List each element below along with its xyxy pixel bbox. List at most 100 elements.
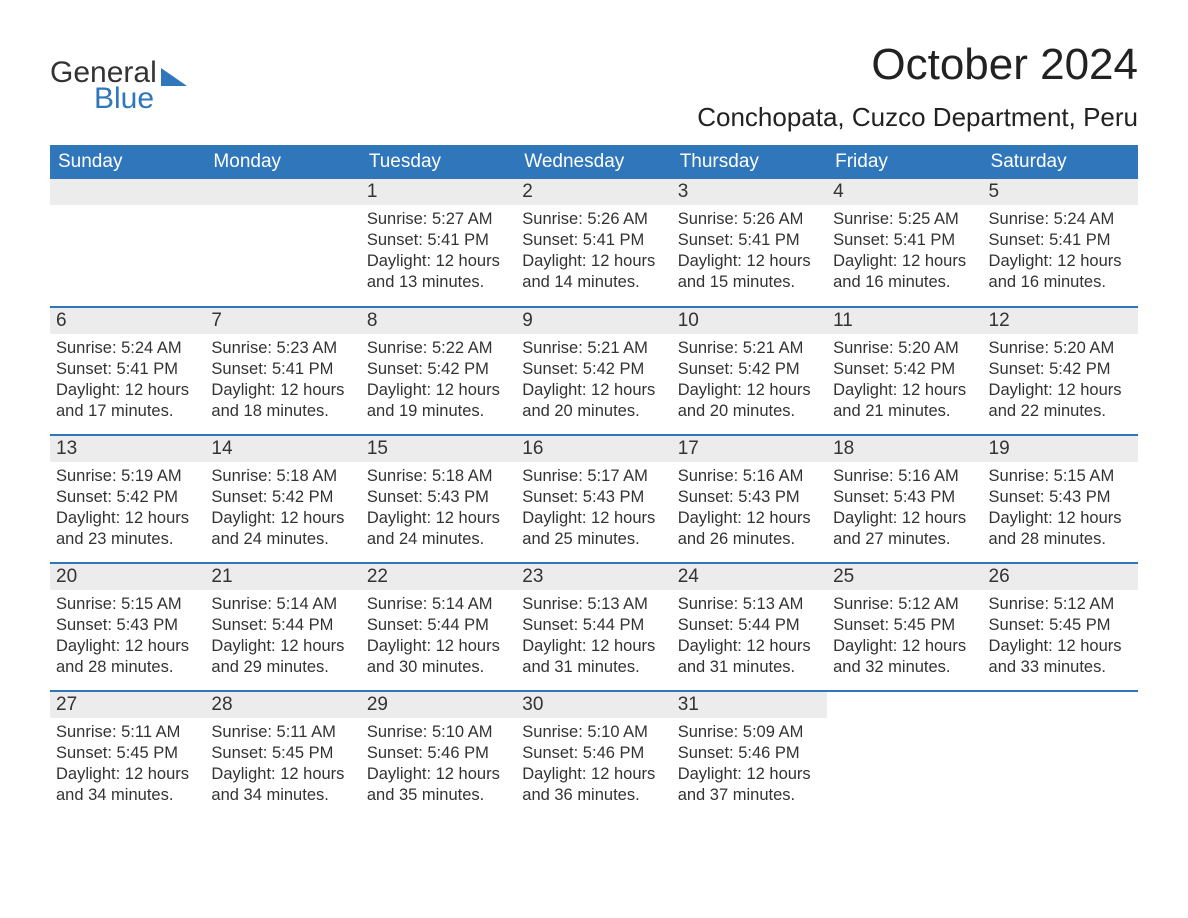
daylight-line: Daylight: 12 hours and 32 minutes. [833, 636, 976, 678]
sunrise-line: Sunrise: 5:20 AM [989, 338, 1132, 359]
brand-line2: Blue [94, 84, 187, 114]
day-number: 2 [516, 179, 671, 205]
daylight-line: Daylight: 12 hours and 20 minutes. [678, 380, 821, 422]
day-header: Monday [205, 145, 360, 179]
daylight-line: Daylight: 12 hours and 35 minutes. [367, 764, 510, 806]
daylight-line: Daylight: 12 hours and 15 minutes. [678, 251, 821, 293]
daylight-line: Daylight: 12 hours and 28 minutes. [56, 636, 199, 678]
sunset-line: Sunset: 5:44 PM [522, 615, 665, 636]
calendar-cell: 25Sunrise: 5:12 AMSunset: 5:45 PMDayligh… [827, 563, 982, 691]
day-number: 26 [983, 564, 1138, 590]
sunrise-line: Sunrise: 5:18 AM [367, 466, 510, 487]
calendar-cell: 6Sunrise: 5:24 AMSunset: 5:41 PMDaylight… [50, 307, 205, 435]
sunrise-line: Sunrise: 5:15 AM [56, 594, 199, 615]
daylight-line: Daylight: 12 hours and 17 minutes. [56, 380, 199, 422]
daylight-line: Daylight: 12 hours and 24 minutes. [211, 508, 354, 550]
day-number: 9 [516, 308, 671, 334]
calendar-cell: 8Sunrise: 5:22 AMSunset: 5:42 PMDaylight… [361, 307, 516, 435]
calendar-cell: 14Sunrise: 5:18 AMSunset: 5:42 PMDayligh… [205, 435, 360, 563]
sunset-line: Sunset: 5:44 PM [678, 615, 821, 636]
sunset-line: Sunset: 5:41 PM [211, 359, 354, 380]
day-number: 23 [516, 564, 671, 590]
calendar-cell: 31Sunrise: 5:09 AMSunset: 5:46 PMDayligh… [672, 691, 827, 819]
daylight-line: Daylight: 12 hours and 20 minutes. [522, 380, 665, 422]
day-number: 20 [50, 564, 205, 590]
day-number: 21 [205, 564, 360, 590]
day-body: Sunrise: 5:13 AMSunset: 5:44 PMDaylight:… [516, 590, 671, 686]
day-number: 30 [516, 692, 671, 718]
day-body: Sunrise: 5:19 AMSunset: 5:42 PMDaylight:… [50, 462, 205, 558]
calendar-cell: 15Sunrise: 5:18 AMSunset: 5:43 PMDayligh… [361, 435, 516, 563]
calendar-cell: 20Sunrise: 5:15 AMSunset: 5:43 PMDayligh… [50, 563, 205, 691]
day-body: Sunrise: 5:18 AMSunset: 5:43 PMDaylight:… [361, 462, 516, 558]
day-number: 8 [361, 308, 516, 334]
calendar-week-row: 13Sunrise: 5:19 AMSunset: 5:42 PMDayligh… [50, 435, 1138, 563]
header: General Blue October 2024 Conchopata, Cu… [50, 40, 1138, 133]
day-header: Saturday [983, 145, 1138, 179]
day-number: 13 [50, 436, 205, 462]
daylight-line: Daylight: 12 hours and 18 minutes. [211, 380, 354, 422]
day-number: 3 [672, 179, 827, 205]
sunset-line: Sunset: 5:46 PM [522, 743, 665, 764]
daylight-line: Daylight: 12 hours and 16 minutes. [833, 251, 976, 293]
sunset-line: Sunset: 5:41 PM [678, 230, 821, 251]
daylight-line: Daylight: 12 hours and 37 minutes. [678, 764, 821, 806]
sunrise-line: Sunrise: 5:20 AM [833, 338, 976, 359]
day-body: Sunrise: 5:13 AMSunset: 5:44 PMDaylight:… [672, 590, 827, 686]
day-body: Sunrise: 5:15 AMSunset: 5:43 PMDaylight:… [50, 590, 205, 686]
sunset-line: Sunset: 5:43 PM [678, 487, 821, 508]
day-body: Sunrise: 5:16 AMSunset: 5:43 PMDaylight:… [827, 462, 982, 558]
page-title: October 2024 [697, 40, 1138, 90]
day-number: 16 [516, 436, 671, 462]
daylight-line: Daylight: 12 hours and 21 minutes. [833, 380, 976, 422]
sunrise-line: Sunrise: 5:13 AM [678, 594, 821, 615]
sunset-line: Sunset: 5:41 PM [367, 230, 510, 251]
sunset-line: Sunset: 5:45 PM [989, 615, 1132, 636]
day-number: 29 [361, 692, 516, 718]
day-number: 10 [672, 308, 827, 334]
daylight-line: Daylight: 12 hours and 14 minutes. [522, 251, 665, 293]
sunrise-line: Sunrise: 5:24 AM [56, 338, 199, 359]
daylight-line: Daylight: 12 hours and 33 minutes. [989, 636, 1132, 678]
day-body: Sunrise: 5:21 AMSunset: 5:42 PMDaylight:… [516, 334, 671, 430]
day-number: 19 [983, 436, 1138, 462]
day-number: 28 [205, 692, 360, 718]
brand-logo: General Blue [50, 58, 187, 114]
sunset-line: Sunset: 5:41 PM [833, 230, 976, 251]
day-body: Sunrise: 5:26 AMSunset: 5:41 PMDaylight:… [672, 205, 827, 301]
day-body: Sunrise: 5:21 AMSunset: 5:42 PMDaylight:… [672, 334, 827, 430]
sunset-line: Sunset: 5:42 PM [56, 487, 199, 508]
sunset-line: Sunset: 5:42 PM [522, 359, 665, 380]
calendar-cell [50, 179, 205, 307]
day-body: Sunrise: 5:24 AMSunset: 5:41 PMDaylight:… [983, 205, 1138, 301]
sunset-line: Sunset: 5:44 PM [211, 615, 354, 636]
calendar-cell: 10Sunrise: 5:21 AMSunset: 5:42 PMDayligh… [672, 307, 827, 435]
day-number: 14 [205, 436, 360, 462]
calendar-cell: 9Sunrise: 5:21 AMSunset: 5:42 PMDaylight… [516, 307, 671, 435]
sunset-line: Sunset: 5:42 PM [833, 359, 976, 380]
day-header: Tuesday [361, 145, 516, 179]
day-number: 22 [361, 564, 516, 590]
day-number: 25 [827, 564, 982, 590]
calendar-cell: 7Sunrise: 5:23 AMSunset: 5:41 PMDaylight… [205, 307, 360, 435]
calendar-cell: 2Sunrise: 5:26 AMSunset: 5:41 PMDaylight… [516, 179, 671, 307]
day-body: Sunrise: 5:14 AMSunset: 5:44 PMDaylight:… [205, 590, 360, 686]
daylight-line: Daylight: 12 hours and 31 minutes. [678, 636, 821, 678]
sunset-line: Sunset: 5:43 PM [833, 487, 976, 508]
calendar-cell: 27Sunrise: 5:11 AMSunset: 5:45 PMDayligh… [50, 691, 205, 819]
day-body: Sunrise: 5:11 AMSunset: 5:45 PMDaylight:… [205, 718, 360, 814]
calendar-cell [983, 691, 1138, 819]
daylight-line: Daylight: 12 hours and 19 minutes. [367, 380, 510, 422]
calendar-cell: 12Sunrise: 5:20 AMSunset: 5:42 PMDayligh… [983, 307, 1138, 435]
day-header: Wednesday [516, 145, 671, 179]
calendar-cell: 22Sunrise: 5:14 AMSunset: 5:44 PMDayligh… [361, 563, 516, 691]
day-header-row: SundayMondayTuesdayWednesdayThursdayFrid… [50, 145, 1138, 179]
sunset-line: Sunset: 5:43 PM [522, 487, 665, 508]
day-number: 1 [361, 179, 516, 205]
day-number: 11 [827, 308, 982, 334]
day-body: Sunrise: 5:09 AMSunset: 5:46 PMDaylight:… [672, 718, 827, 814]
day-body: Sunrise: 5:12 AMSunset: 5:45 PMDaylight:… [983, 590, 1138, 686]
day-number: 31 [672, 692, 827, 718]
sunset-line: Sunset: 5:41 PM [522, 230, 665, 251]
calendar-cell: 5Sunrise: 5:24 AMSunset: 5:41 PMDaylight… [983, 179, 1138, 307]
